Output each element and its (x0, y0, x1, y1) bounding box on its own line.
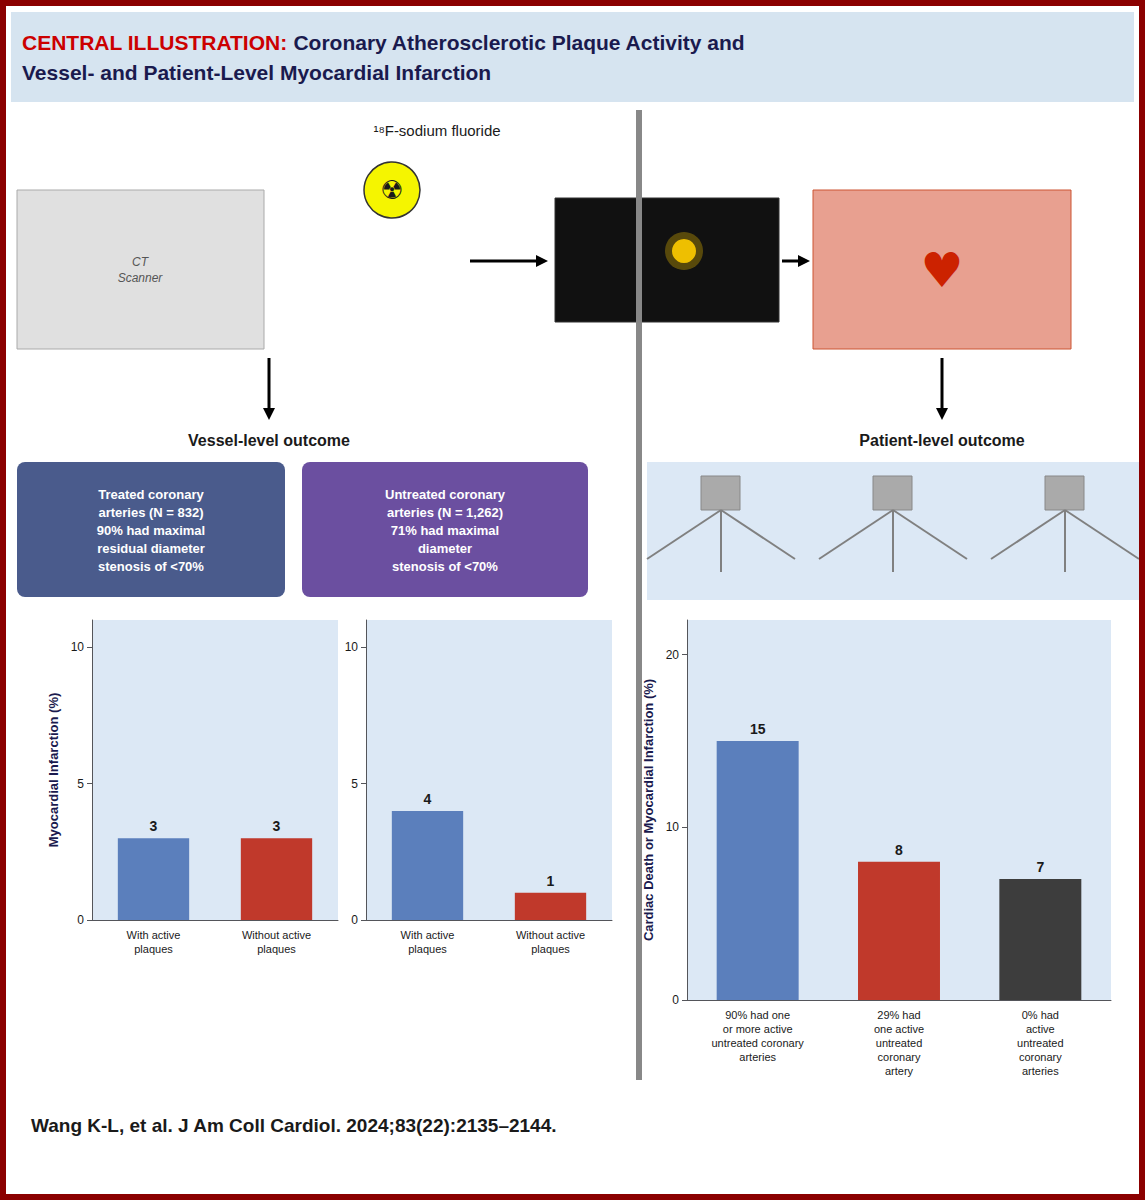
svg-text:90% had one: 90% had one (725, 1009, 790, 1021)
svg-text:Vessel-level outcome: Vessel-level outcome (188, 432, 350, 449)
svg-text:diameter: diameter (418, 541, 472, 556)
svg-text:7: 7 (1036, 859, 1044, 875)
svg-text:Coronary Atherosclerotic Plaqu: Coronary Atherosclerotic Plaque Activity… (293, 31, 744, 54)
svg-text:arteries (N = 1,262): arteries (N = 1,262) (387, 505, 503, 520)
svg-text:plaques: plaques (531, 943, 570, 955)
svg-text:20: 20 (666, 648, 680, 662)
svg-text:3: 3 (273, 818, 281, 834)
svg-text:arteries: arteries (1022, 1065, 1059, 1077)
svg-text:untreated coronary: untreated coronary (711, 1037, 804, 1049)
svg-text:Without active: Without active (242, 929, 311, 941)
svg-text:With active: With active (127, 929, 181, 941)
svg-text:0: 0 (351, 913, 358, 927)
svg-text:Wang K-L, et al. J Am Coll Car: Wang K-L, et al. J Am Coll Cardiol. 2024… (31, 1115, 557, 1136)
svg-text:active: active (1026, 1023, 1055, 1035)
svg-text:coronary: coronary (878, 1051, 921, 1063)
svg-text:1: 1 (547, 873, 555, 889)
svg-text:5: 5 (351, 777, 358, 791)
svg-text:Patient-level outcome: Patient-level outcome (859, 432, 1024, 449)
svg-text:Untreated coronary: Untreated coronary (385, 487, 506, 502)
svg-text:plaques: plaques (408, 943, 447, 955)
svg-text:10: 10 (345, 640, 359, 654)
svg-text:0: 0 (672, 993, 679, 1007)
svg-text:arteries: arteries (739, 1051, 776, 1063)
svg-text:Treated coronary: Treated coronary (98, 487, 204, 502)
svg-text:Without active: Without active (516, 929, 585, 941)
svg-text:Myocardial Infarction (%): Myocardial Infarction (%) (46, 693, 61, 848)
svg-text:Cardiac Death or Myocardial In: Cardiac Death or Myocardial Infarction (… (641, 679, 656, 941)
svg-text:15: 15 (750, 721, 766, 737)
svg-text:plaques: plaques (134, 943, 173, 955)
svg-text:CT: CT (132, 255, 150, 269)
svg-text:¹⁸F-sodium fluoride: ¹⁸F-sodium fluoride (373, 122, 500, 139)
svg-text:stenosis of <70%: stenosis of <70% (98, 559, 204, 574)
svg-text:10: 10 (71, 640, 85, 654)
svg-text:artery: artery (885, 1065, 914, 1077)
svg-text:10: 10 (666, 820, 680, 834)
svg-text:stenosis of <70%: stenosis of <70% (392, 559, 498, 574)
svg-text:or more active: or more active (723, 1023, 793, 1035)
svg-text:90% had maximal: 90% had maximal (97, 523, 205, 538)
svg-text:plaques: plaques (257, 943, 296, 955)
svg-text:With active: With active (401, 929, 455, 941)
svg-text:0: 0 (77, 913, 84, 927)
svg-text:0% had: 0% had (1022, 1009, 1059, 1021)
svg-text:residual diameter: residual diameter (97, 541, 205, 556)
svg-text:Vessel- and Patient-Level Myoc: Vessel- and Patient-Level Myocardial Inf… (22, 61, 491, 84)
svg-text:arteries (N = 832): arteries (N = 832) (98, 505, 203, 520)
svg-text:3: 3 (150, 818, 158, 834)
svg-text:♥: ♥ (920, 242, 963, 298)
svg-text:☢: ☢ (380, 175, 403, 205)
svg-text:untreated: untreated (1017, 1037, 1063, 1049)
svg-text:4: 4 (424, 791, 432, 807)
svg-text:CENTRAL ILLUSTRATION:: CENTRAL ILLUSTRATION: (22, 31, 287, 54)
svg-text:one active: one active (874, 1023, 924, 1035)
svg-text:Scanner: Scanner (118, 271, 164, 285)
svg-text:5: 5 (77, 777, 84, 791)
svg-text:71% had maximal: 71% had maximal (391, 523, 499, 538)
svg-text:8: 8 (895, 842, 903, 858)
svg-text:coronary: coronary (1019, 1051, 1062, 1063)
svg-text:29% had: 29% had (877, 1009, 920, 1021)
svg-text:untreated: untreated (876, 1037, 922, 1049)
